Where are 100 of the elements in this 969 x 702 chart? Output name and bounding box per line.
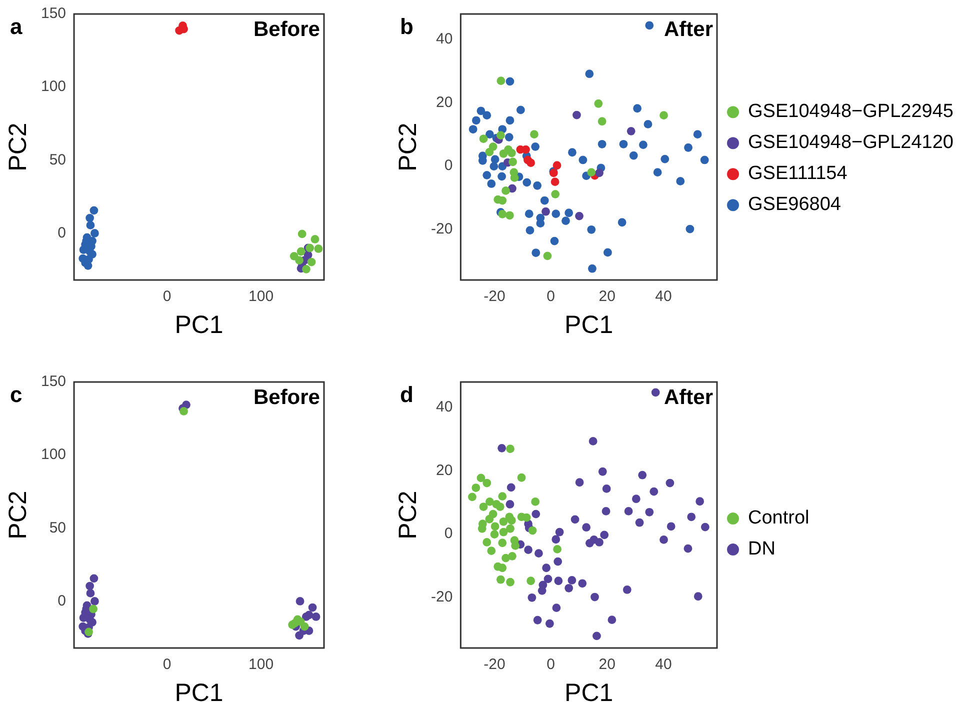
point: [554, 576, 563, 586]
point: [555, 528, 564, 536]
point: [588, 437, 598, 446]
y-tick-label: 40: [436, 30, 453, 48]
point: [307, 258, 316, 266]
point: [564, 208, 574, 218]
point: [296, 597, 304, 606]
point: [485, 130, 494, 139]
x-tick-label: 20: [598, 288, 616, 306]
point: [298, 230, 306, 238]
point: [86, 588, 95, 598]
point: [552, 210, 560, 218]
point: [531, 142, 540, 151]
point: [490, 162, 498, 171]
chart-title: b: [400, 14, 414, 40]
y-tick-label: 0: [444, 157, 453, 174]
point: [479, 134, 488, 143]
x-tick-label: 40: [655, 656, 672, 674]
x-tick-label: 100: [248, 288, 274, 306]
point: [498, 444, 506, 452]
point: [608, 616, 616, 624]
point: [602, 507, 610, 516]
point: [86, 220, 95, 230]
point: [90, 574, 98, 583]
point: [587, 168, 596, 177]
point: [551, 190, 560, 198]
point: [516, 106, 525, 114]
point: [487, 546, 496, 555]
point: [553, 545, 562, 554]
point: [578, 579, 587, 588]
point: [498, 538, 507, 548]
point: [504, 132, 514, 142]
point: [528, 593, 536, 602]
point: [496, 131, 505, 140]
point: [505, 211, 514, 220]
point: [472, 484, 480, 492]
point: [530, 130, 538, 139]
point: [575, 478, 584, 487]
point: [598, 140, 606, 148]
point: [592, 632, 601, 640]
point: [552, 535, 560, 544]
point: [86, 582, 94, 590]
legend-label: GSE111154: [748, 162, 848, 184]
point: [522, 178, 532, 187]
point: [554, 557, 562, 566]
point: [296, 247, 306, 256]
y-tick-label: 150: [40, 5, 66, 22]
y-tick-label: 50: [49, 151, 66, 168]
point: [314, 244, 323, 253]
point: [533, 181, 542, 190]
annotation: Before: [253, 18, 320, 41]
point: [180, 407, 188, 416]
point: [485, 498, 494, 506]
point: [302, 264, 310, 274]
point: [684, 143, 692, 152]
point: [479, 502, 488, 511]
point: [496, 575, 505, 584]
y-tick-label: 0: [444, 525, 453, 542]
y-tick-label: 150: [40, 373, 66, 390]
point: [472, 116, 480, 125]
legend-label: GSE104948−GPL22945: [748, 100, 954, 122]
point: [575, 212, 584, 220]
point: [660, 536, 668, 544]
point: [476, 106, 486, 116]
point: [660, 154, 670, 164]
point: [534, 549, 543, 558]
point: [468, 492, 476, 502]
point: [598, 117, 606, 126]
x-axis-title: PC1: [174, 310, 224, 339]
x-tick-label: 0: [162, 288, 172, 306]
x-tick-label: 0: [162, 656, 172, 674]
annotation: After: [664, 386, 713, 409]
point: [485, 514, 494, 524]
x-axis-title: PC1: [564, 310, 614, 339]
point: [86, 214, 94, 222]
annotation: Before: [253, 386, 320, 409]
point: [595, 538, 604, 546]
point: [572, 110, 581, 120]
point: [533, 616, 542, 624]
annotation: After: [664, 18, 713, 41]
point: [498, 564, 507, 572]
y-tick-label: 100: [40, 78, 66, 96]
point: [585, 70, 594, 78]
point: [626, 126, 636, 136]
y-tick-label: -20: [430, 220, 453, 238]
point: [700, 156, 709, 164]
point: [542, 207, 550, 216]
chart-title: c: [10, 382, 22, 408]
y-tick-label: 0: [58, 224, 66, 242]
point: [89, 604, 98, 614]
point: [544, 574, 552, 584]
point: [295, 256, 304, 264]
point: [490, 155, 500, 164]
point: [645, 508, 654, 516]
point: [687, 512, 696, 522]
point: [543, 252, 552, 260]
point: [684, 544, 692, 553]
point: [490, 530, 499, 539]
point: [629, 151, 638, 160]
point: [502, 554, 510, 562]
